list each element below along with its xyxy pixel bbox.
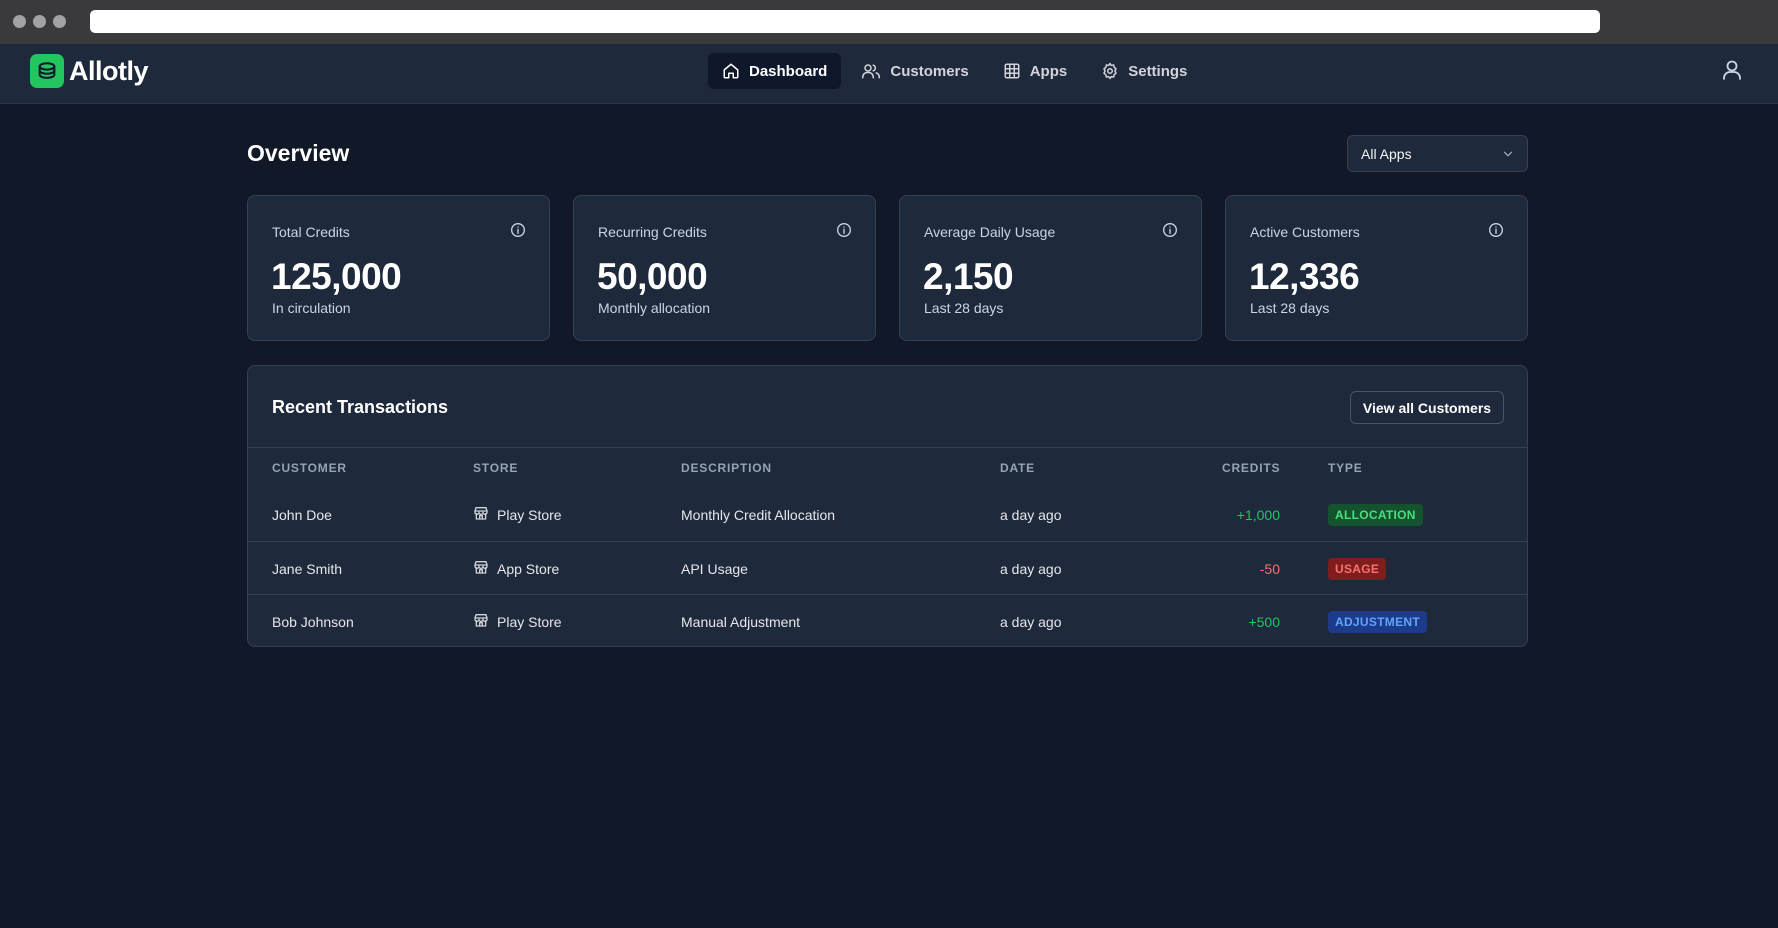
- credits-cell: +500: [1248, 613, 1280, 630]
- stat-card-average-daily-usage: Average Daily Usage 2,150 Last 28 days: [899, 195, 1202, 341]
- home-icon: [722, 62, 740, 80]
- window-minimize-dot[interactable]: [33, 15, 46, 28]
- store-name: Play Store: [497, 506, 562, 523]
- date-cell: a day ago: [1000, 613, 1062, 630]
- store-name: Play Store: [497, 613, 562, 630]
- stat-card-recurring-credits: Recurring Credits 50,000 Monthly allocat…: [573, 195, 876, 341]
- stat-label: Average Daily Usage: [924, 224, 1056, 240]
- brand-logo[interactable]: Allotly: [30, 54, 149, 88]
- stat-subtitle: In circulation: [272, 300, 351, 316]
- column-header-type: TYPE: [1328, 461, 1363, 475]
- stat-value: 12,336: [1249, 256, 1360, 297]
- page-title: Overview: [247, 140, 350, 166]
- description-cell: Monthly Credit Allocation: [681, 506, 836, 523]
- browser-chrome: [0, 0, 1778, 44]
- customer-cell: Bob Johnson: [272, 613, 354, 630]
- type-badge: ADJUSTMENT: [1328, 610, 1428, 633]
- info-icon[interactable]: [836, 222, 852, 243]
- nav-settings[interactable]: Settings: [1087, 53, 1201, 89]
- table-row[interactable]: Jane Smith App Store API Usage a day ago…: [248, 541, 1527, 594]
- nav-settings-label: Settings: [1128, 62, 1188, 80]
- window-close-dot[interactable]: [13, 15, 26, 28]
- table-row[interactable]: John Doe Play Store Monthly Credit Alloc…: [248, 488, 1527, 541]
- info-icon[interactable]: [1162, 222, 1178, 243]
- stat-value: 125,000: [271, 256, 402, 297]
- app-name: Allotly: [69, 55, 149, 86]
- nav-customers[interactable]: Customers: [847, 53, 982, 89]
- stat-card-total-credits: Total Credits 125,000 In circulation: [247, 195, 550, 341]
- app-filter-value: All Apps: [1361, 145, 1412, 162]
- nav-dashboard-label: Dashboard: [749, 62, 828, 80]
- table-row[interactable]: Bob Johnson Play Store Manual Adjustment…: [248, 594, 1527, 646]
- type-badge: ALLOCATION: [1328, 503, 1423, 526]
- view-all-customers-button[interactable]: View all Customers: [1350, 391, 1504, 424]
- stat-value: 2,150: [923, 256, 1014, 297]
- info-icon[interactable]: [510, 222, 526, 243]
- info-icon[interactable]: [1488, 222, 1504, 243]
- main-nav: Dashboard Customers Apps Settings: [708, 53, 1201, 89]
- stat-card-active-customers: Active Customers 12,336 Last 28 days: [1225, 195, 1528, 341]
- window-maximize-dot[interactable]: [53, 15, 66, 28]
- column-header-customer: CUSTOMER: [272, 461, 347, 475]
- credits-cell: +1,000: [1236, 506, 1280, 523]
- stat-label: Total Credits: [272, 224, 350, 240]
- credits-cell: -50: [1259, 560, 1280, 577]
- customer-cell: Jane Smith: [272, 560, 343, 577]
- column-header-credits: CREDITS: [1222, 461, 1281, 475]
- store-icon: [473, 559, 489, 578]
- store-cell: App Store: [473, 542, 559, 595]
- date-cell: a day ago: [1000, 506, 1062, 523]
- store-icon: [473, 612, 489, 631]
- store-name: App Store: [497, 560, 560, 577]
- date-cell: a day ago: [1000, 560, 1062, 577]
- column-header-date: DATE: [1000, 461, 1035, 475]
- recent-transactions-panel: Recent Transactions View all Customers C…: [247, 365, 1528, 647]
- customer-cell: John Doe: [272, 506, 332, 523]
- column-header-description: DESCRIPTION: [681, 461, 772, 475]
- app-header: Allotly Dashboard Customers Apps Setting…: [0, 44, 1778, 104]
- section-title: Recent Transactions: [272, 397, 449, 417]
- column-header-store: STORE: [473, 461, 519, 475]
- description-cell: API Usage: [681, 560, 748, 577]
- stat-subtitle: Monthly allocation: [598, 300, 711, 316]
- store-cell: Play Store: [473, 488, 562, 541]
- stat-subtitle: Last 28 days: [924, 300, 1004, 316]
- nav-customers-label: Customers: [890, 62, 969, 80]
- app-filter-select[interactable]: All Apps: [1347, 135, 1528, 172]
- chevron-down-icon: [1501, 147, 1515, 164]
- type-cell: ALLOCATION: [1328, 488, 1423, 541]
- store-icon: [473, 505, 489, 524]
- nav-apps-label: Apps: [1029, 62, 1068, 80]
- stat-label: Active Customers: [1250, 224, 1360, 240]
- stat-label: Recurring Credits: [598, 224, 707, 240]
- coins-icon: [30, 54, 64, 88]
- divider: [248, 447, 1527, 448]
- type-cell: ADJUSTMENT: [1328, 595, 1428, 646]
- stat-subtitle: Last 28 days: [1250, 300, 1330, 316]
- stat-value: 50,000: [597, 256, 708, 297]
- nav-dashboard[interactable]: Dashboard: [708, 53, 842, 89]
- type-cell: USAGE: [1328, 542, 1387, 595]
- address-bar[interactable]: [90, 10, 1600, 33]
- nav-apps[interactable]: Apps: [989, 53, 1082, 89]
- type-badge: USAGE: [1328, 557, 1387, 580]
- user-icon[interactable]: [1720, 58, 1744, 82]
- grid-icon: [1003, 62, 1021, 80]
- users-icon: [861, 62, 881, 80]
- description-cell: Manual Adjustment: [681, 613, 801, 630]
- store-cell: Play Store: [473, 595, 562, 646]
- gear-icon: [1101, 62, 1119, 80]
